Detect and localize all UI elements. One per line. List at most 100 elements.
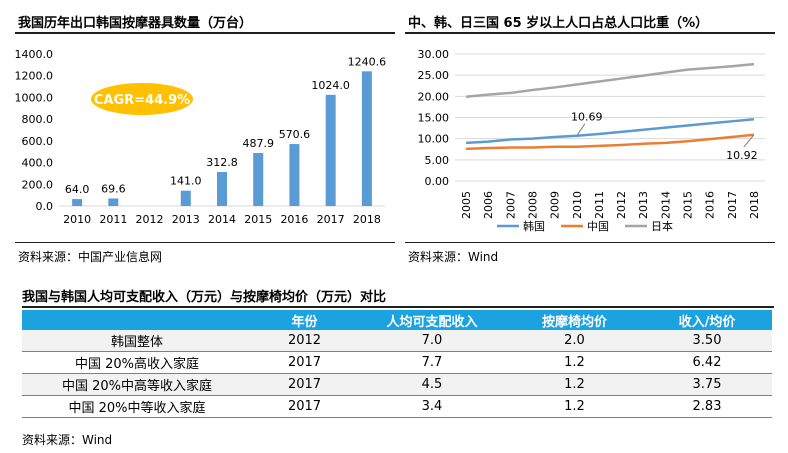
line-x-tick: 2018 (748, 191, 761, 219)
table-cell: 4.5 (357, 373, 507, 396)
header-cell: 按摩椅均价 (507, 310, 642, 330)
comparison-table: 年份 人均可支配收入 按摩椅均价 收入/均价 韩国整体 2012 7.0 2.0… (22, 310, 772, 418)
table-cell: 2017 (252, 395, 357, 418)
line-x-tick: 2014 (659, 191, 672, 219)
line-y-tick: 20.00 (418, 90, 450, 103)
line-y-axis: 0.00 5.00 10.00 15.00 20.00 25.00 30.00 (418, 48, 450, 188)
bar-y-tick: 600.0 (22, 135, 54, 148)
table-row: 中国 20%中等收入家庭 2017 3.4 1.2 2.83 (22, 395, 772, 418)
bar-x-tick: 2010 (63, 213, 91, 226)
table-cell: 2012 (252, 330, 357, 352)
line-x-tick: 2013 (637, 191, 650, 219)
annotation-leader (576, 123, 586, 137)
bar-y-tick: 1200.0 (15, 70, 53, 83)
bar-y-tick: 800.0 (22, 113, 54, 126)
table-row: 中国 20%中高等收入家庭 2017 4.5 1.2 3.75 (22, 373, 772, 396)
line-annotations: 10.69 10.92 (571, 111, 758, 162)
line-x-tick: 2012 (615, 191, 628, 219)
bar (217, 172, 227, 206)
bar (72, 199, 83, 206)
right-title-rule (405, 32, 775, 34)
bar-x-tick: 2017 (317, 213, 345, 226)
bar-value-label: 141.0 (170, 175, 202, 188)
bar (289, 144, 300, 206)
bar (108, 198, 119, 206)
table-cell: 1.2 (507, 373, 642, 396)
header-cell: 收入/均价 (642, 310, 772, 330)
line-x-tick: 2015 (682, 191, 695, 219)
table-cell: 中国 20%中等收入家庭 (22, 395, 252, 418)
bar-value-label: 1240.6 (348, 55, 387, 68)
bar-x-tick: 2013 (172, 213, 200, 226)
table-cell: 3.50 (642, 330, 772, 352)
line-series (465, 62, 755, 151)
bar (361, 71, 372, 206)
bar-value-label: 312.8 (206, 156, 238, 169)
bar-y-tick: 400.0 (22, 157, 54, 170)
table-cell: 3.75 (642, 373, 772, 396)
table-source: 资料来源：Wind (22, 433, 113, 447)
line-y-tick: 15.00 (418, 112, 450, 125)
cagr-label: CAGR=44.9% (94, 93, 190, 108)
line-y-tick: 25.00 (418, 69, 450, 82)
table-cell: 韩国整体 (22, 330, 252, 352)
bar-x-tick: 2012 (136, 213, 164, 226)
header-cell: 人均可支配收入 (357, 310, 507, 330)
table-cell: 2017 (252, 351, 357, 374)
bar-x-tick: 2011 (99, 213, 127, 226)
line-series-path (465, 117, 755, 145)
bar-value-label: 570.6 (279, 128, 311, 141)
left-title-rule (15, 32, 395, 34)
table-header-row: 年份 人均可支配收入 按摩椅均价 收入/均价 (22, 310, 772, 330)
right-source: 资料来源：Wind (408, 250, 499, 264)
line-x-tick: 2006 (482, 191, 495, 219)
legend-label: 韩国 (523, 219, 545, 233)
line-legend: 韩国 中国 日本 (497, 219, 673, 233)
table-title-rule (22, 306, 774, 308)
table-cell: 2.0 (507, 330, 642, 352)
bar-value-label: 64.0 (65, 183, 90, 196)
table-cell: 2.83 (642, 395, 772, 418)
table-cell: 3.4 (357, 395, 507, 418)
line-series-path (465, 62, 755, 99)
line-x-tick: 2010 (571, 191, 584, 219)
annotation-leader (743, 134, 755, 148)
bar-series (72, 71, 372, 206)
left-bottom-rule (15, 242, 395, 243)
bar-value-label: 69.6 (101, 182, 126, 195)
table-row: 中国 20%高收入家庭 2017 7.7 1.2 6.42 (22, 351, 772, 374)
left-chart-title: 我国历年出口韩国按摩器具数量（万台） (18, 16, 253, 31)
line-x-tick: 2016 (704, 191, 717, 219)
table-cell: 7.7 (357, 351, 507, 374)
line-y-tick: 0.00 (425, 175, 450, 188)
bar-value-label: 487.9 (242, 137, 274, 150)
bar-x-tick: 2016 (280, 213, 308, 226)
line-chart: 0.00 5.00 10.00 15.00 20.00 25.00 30.00 2005 20… (418, 48, 765, 233)
table-title: 我国与韩国人均可支配收入（万元）与按摩椅均价（万元）对比 (22, 290, 387, 305)
table-cell: 1.2 (507, 395, 642, 418)
header-cell: 年份 (252, 310, 357, 330)
bar-x-tick: 2018 (353, 213, 381, 226)
line-x-labels: 2005 2006 2007 2008 2009 2010 2011 2012 2013 2014… (460, 191, 761, 219)
table-cell: 1.2 (507, 351, 642, 374)
line-x-tick: 2017 (726, 191, 739, 219)
annotation-label: 10.92 (726, 149, 758, 162)
bar-y-tick: 200.0 (22, 178, 54, 191)
legend-label: 日本 (651, 219, 673, 233)
line-y-tick: 5.00 (425, 154, 450, 167)
table-cell: 中国 20%高收入家庭 (22, 351, 252, 374)
bar-chart: 0.0 200.0 400.0 600.0 800.0 1000.0 1200.0 1400.… (15, 48, 386, 226)
table-row: 韩国整体 2012 7.0 2.0 3.50 (22, 330, 772, 352)
annotation-label: 10.69 (571, 111, 603, 124)
bar-y-tick: 1400.0 (15, 48, 53, 61)
cagr-badge: CAGR=44.9% (91, 83, 193, 115)
line-x-tick: 2005 (460, 191, 473, 219)
header-cell (22, 310, 252, 330)
bar-x-labels: 2010 2011 2012 2013 2014 2015 2016 2017 2018 (63, 213, 381, 226)
table-cell: 7.0 (357, 330, 507, 352)
line-y-tick: 10.00 (418, 133, 450, 146)
bar-y-tick: 1000.0 (15, 91, 53, 104)
right-bottom-rule (405, 242, 775, 243)
bar-value-labels: 64.0 69.6 141.0 312.8 487.9 570.6 1024.0 1240.6 (65, 55, 386, 196)
line-y-tick: 30.00 (418, 48, 450, 61)
